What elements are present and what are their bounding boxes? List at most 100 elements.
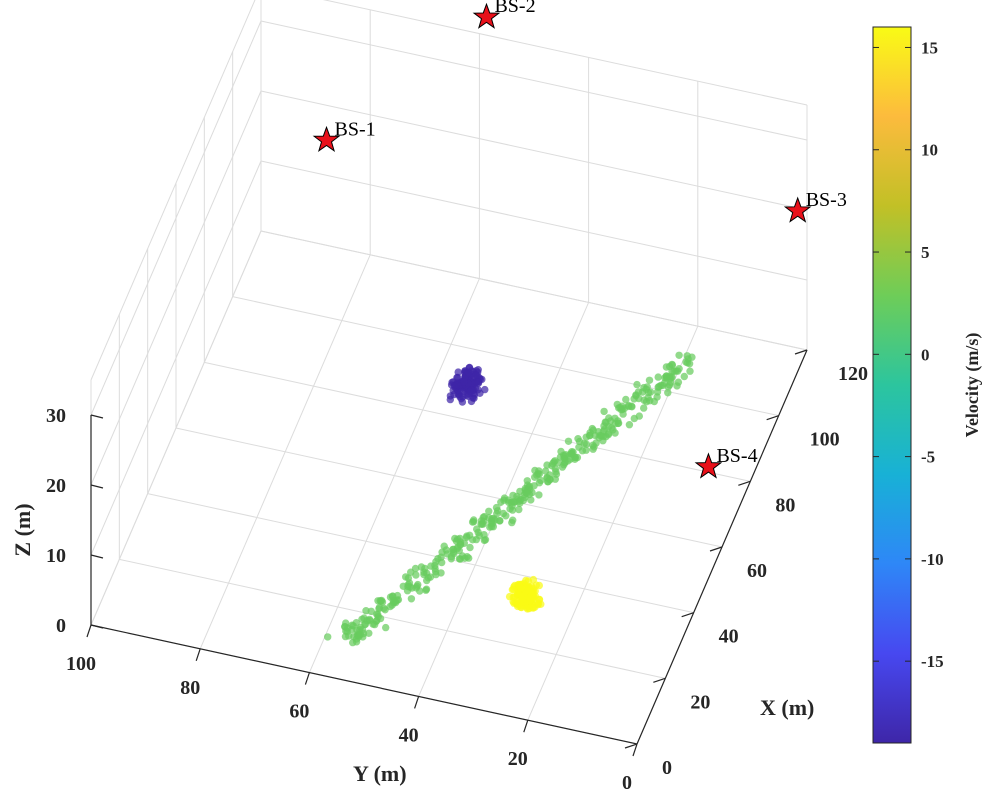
track-point (611, 419, 619, 428)
base-station-label: BS-3 (806, 189, 847, 211)
track-point (580, 439, 588, 448)
track-point (489, 514, 498, 523)
colorbar-gradient (872, 26, 912, 744)
track-point (556, 453, 565, 461)
track-point (466, 543, 474, 552)
cluster-point (456, 392, 464, 401)
x-axis-label: X (m) (760, 695, 814, 720)
y-tick (523, 720, 529, 733)
track-point (407, 595, 416, 603)
colorbar-tick-label: 0 (921, 345, 930, 364)
track-point (527, 496, 535, 504)
wall-grid-line (322, 0, 808, 106)
y-tick-label: 40 (399, 724, 419, 746)
track-point (485, 507, 493, 515)
z-tick (90, 624, 104, 629)
track-point (412, 584, 420, 592)
track-point (646, 388, 655, 396)
y-tick (414, 696, 420, 709)
track-point (454, 543, 462, 551)
cluster-point (523, 583, 531, 591)
z-tick-label: 0 (56, 615, 66, 637)
x-tick (681, 612, 694, 618)
track-point (508, 506, 517, 514)
track-point (672, 367, 680, 375)
x-tick-label: 40 (719, 626, 739, 648)
track-point (531, 473, 539, 481)
track-point (535, 491, 543, 499)
z-tick (90, 554, 104, 559)
track-point (625, 421, 634, 429)
track-point (420, 568, 428, 576)
track-point (422, 586, 430, 594)
colorbar-tick-label: 10 (921, 141, 938, 160)
track-point (424, 574, 432, 582)
axis-labels: X (m) Y (m) Z (m) (10, 503, 814, 786)
cluster-point (517, 584, 525, 592)
track-point (675, 351, 683, 359)
track-point (609, 426, 617, 434)
track-point (523, 489, 531, 498)
x-tick-label: 100 (810, 429, 840, 451)
track-point (365, 629, 373, 637)
track-point (582, 446, 590, 454)
wall-grid-line (260, 230, 808, 351)
track-point (479, 513, 487, 522)
cluster-point (518, 595, 526, 603)
track-point (367, 607, 375, 615)
cluster-point (464, 369, 473, 377)
wall-grid-line (90, 0, 256, 381)
track-point (369, 620, 377, 628)
z-tick-label: 30 (46, 405, 66, 427)
track-point (489, 523, 497, 531)
z-axis-label: Z (m) (10, 503, 35, 556)
x-tick-label: 20 (690, 691, 710, 713)
track-point (411, 564, 420, 573)
cluster-point (514, 589, 522, 598)
colorbar-tick-label: 5 (921, 243, 930, 262)
track-point (662, 363, 671, 371)
cluster-point (517, 603, 526, 612)
data-points (324, 351, 696, 647)
track-point (356, 630, 364, 639)
wall-grid-line (260, 160, 808, 281)
x-tick-label: 80 (775, 494, 795, 516)
track-point (640, 404, 648, 412)
y-axis-line (90, 624, 638, 745)
wall-grid-line (260, 90, 808, 211)
track-point (412, 571, 420, 579)
colorbar-label: Velocity (m/s) (962, 333, 983, 438)
wall-grid-line (90, 160, 262, 556)
colorbar-tick-label: -10 (921, 550, 944, 569)
cluster-point (474, 378, 483, 386)
track-point (531, 466, 539, 475)
colorbar: -15 -10 -5 0 5 10 15 Velocity (m/s) (872, 26, 983, 744)
wall-grid-line (90, 20, 262, 416)
cluster-point (524, 577, 532, 585)
track-point (509, 516, 517, 524)
wall-grid-line (260, 20, 808, 141)
z-tick (90, 484, 104, 489)
track-point (389, 592, 397, 600)
track-point (388, 601, 396, 609)
floor-grid-line (119, 558, 666, 679)
track-point (516, 499, 524, 507)
track-point (473, 525, 481, 533)
floor-grid-line (175, 427, 723, 548)
track-point (673, 382, 681, 390)
track-point (432, 558, 440, 566)
track-point (470, 516, 478, 524)
y-tick (195, 648, 201, 661)
track-point (460, 539, 468, 547)
base-station-label: BS-4 (716, 445, 757, 467)
track-point (513, 492, 521, 501)
colorbar-tick-label: -15 (921, 652, 944, 671)
y-tick-label: 60 (289, 701, 309, 723)
track-point (358, 615, 366, 623)
track-point (595, 434, 603, 442)
track-point (447, 552, 456, 561)
cluster-point (526, 597, 534, 605)
colorbar-tick-label: 15 (921, 38, 938, 57)
